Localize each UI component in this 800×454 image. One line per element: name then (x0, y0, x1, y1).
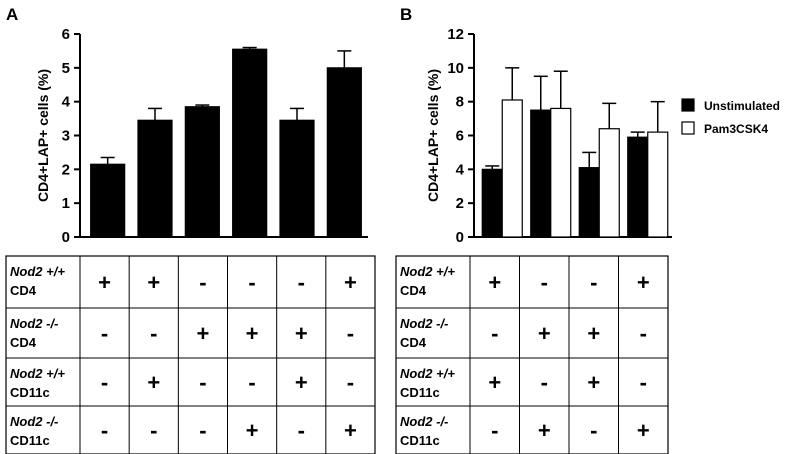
table-sign: + (637, 270, 650, 295)
table-sign: - (101, 321, 108, 346)
y-tick-label: 6 (456, 128, 464, 145)
table-sign: - (248, 270, 255, 295)
condition-table: Nod2 +/+ CD4 + - - + Nod2 -/- CD4 - + + - Nod2 +/+ CD… (395, 255, 669, 454)
panel-letter: A (6, 5, 18, 24)
bar (90, 163, 126, 238)
table-sign: - (101, 418, 108, 443)
bar (530, 109, 552, 238)
table-row-genotype: Nod2 -/- (400, 316, 448, 331)
table-row-celltype: CD4 (400, 283, 427, 298)
chart-panel-a: A CD4+LAP+ cells (%) 0 1 2 3 4 5 6 Nod2 +/+ CD4 + + -… (5, 5, 376, 454)
y-tick-label: 0 (456, 229, 464, 246)
bar (647, 131, 669, 238)
table-sign: + (587, 370, 600, 395)
bar (326, 67, 362, 238)
y-tick-label: 4 (62, 94, 71, 111)
y-tick-label: 5 (62, 60, 70, 77)
table-sign: + (538, 321, 551, 346)
bar (550, 107, 572, 238)
table-sign: - (248, 370, 255, 395)
y-tick-label: 0 (62, 229, 70, 246)
bar (501, 99, 523, 238)
legend-swatch (681, 121, 695, 135)
table-sign: + (295, 370, 308, 395)
table-row-genotype: Nod2 +/+ (10, 264, 65, 279)
table-sign: + (246, 321, 259, 346)
table-sign: + (147, 370, 160, 395)
table-sign: - (640, 370, 647, 395)
table-sign: - (199, 370, 206, 395)
table-sign: - (150, 418, 157, 443)
table-sign: + (147, 270, 160, 295)
bar (627, 136, 649, 238)
table-sign: + (295, 321, 308, 346)
table-row-celltype: CD11c (10, 385, 50, 400)
table-sign: - (298, 270, 305, 295)
bar (578, 167, 600, 238)
y-tick-label: 12 (447, 26, 464, 43)
table-sign: + (538, 418, 551, 443)
table-sign: - (347, 370, 354, 395)
table-sign: + (344, 270, 357, 295)
bar (137, 119, 173, 238)
table-sign: - (491, 418, 498, 443)
table-border (395, 255, 669, 454)
table-row-celltype: CD4 (10, 335, 37, 350)
bar (232, 48, 268, 238)
table-sign: + (246, 418, 259, 443)
table-sign: - (150, 321, 157, 346)
table-sign: - (541, 270, 548, 295)
table-sign: - (590, 270, 597, 295)
condition-table: Nod2 +/+ CD4 + + - - - + Nod2 -/- CD4 - - + + + - Nod2 +… (5, 255, 376, 454)
table-sign: + (587, 321, 600, 346)
table-row-celltype: CD11c (400, 385, 440, 400)
table-sign: - (101, 370, 108, 395)
bar (279, 119, 315, 238)
y-tick-label: 2 (456, 195, 464, 212)
table-sign: - (541, 370, 548, 395)
bar (481, 168, 503, 238)
legend-label: Pam3CSK4 (704, 122, 768, 136)
table-sign: - (347, 321, 354, 346)
table-sign: - (640, 321, 647, 346)
table-sign: + (98, 270, 111, 295)
table-row-celltype: CD4 (10, 283, 37, 298)
table-sign: + (196, 321, 209, 346)
table-sign: + (488, 270, 501, 295)
table-row-celltype: CD4 (400, 335, 427, 350)
y-axis-label: CD4+LAP+ cells (%) (425, 69, 441, 202)
table-row-celltype: CD11c (10, 433, 50, 448)
table-sign: + (637, 418, 650, 443)
y-tick-label: 1 (62, 195, 70, 212)
bar (184, 106, 220, 238)
table-sign: - (298, 418, 305, 443)
table-row-celltype: CD11c (400, 433, 440, 448)
table-border (5, 255, 376, 454)
table-sign: + (488, 370, 501, 395)
legend-swatch (681, 98, 695, 112)
y-axis-label: CD4+LAP+ cells (%) (35, 69, 51, 202)
y-tick-label: 3 (62, 128, 70, 145)
table-sign: - (590, 418, 597, 443)
y-tick-label: 8 (456, 94, 464, 111)
table-row-genotype: Nod2 +/+ (10, 366, 65, 381)
table-sign: - (491, 321, 498, 346)
table-row-genotype: Nod2 +/+ (400, 264, 455, 279)
legend-label: Unstimulated (704, 99, 780, 113)
table-row-genotype: Nod2 -/- (10, 414, 58, 429)
y-tick-label: 6 (62, 26, 70, 43)
table-sign: - (199, 418, 206, 443)
table-sign: + (344, 418, 357, 443)
y-tick-label: 2 (62, 161, 70, 178)
panel-letter: B (400, 5, 412, 24)
table-row-genotype: Nod2 -/- (400, 414, 448, 429)
y-tick-label: 10 (447, 60, 464, 77)
table-row-genotype: Nod2 -/- (10, 316, 58, 331)
bar (598, 128, 620, 238)
table-sign: - (199, 270, 206, 295)
chart-panel-b: B CD4+LAP+ cells (%) 0 2 4 6 8 10 12 Unstimulated… (395, 5, 780, 454)
y-tick-label: 4 (456, 161, 465, 178)
table-row-genotype: Nod2 +/+ (400, 366, 455, 381)
